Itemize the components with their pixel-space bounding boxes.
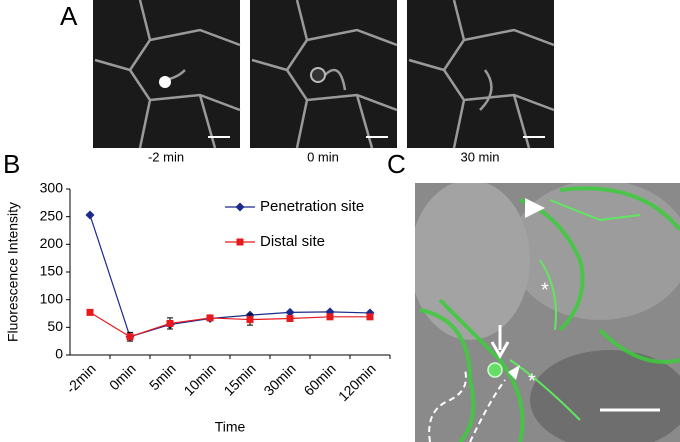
marker xyxy=(236,238,244,246)
x-tick-label: 30min xyxy=(260,360,298,398)
y-tick-label: 100 xyxy=(40,290,64,306)
panel-label: A xyxy=(60,1,78,31)
marker xyxy=(206,314,214,322)
marker xyxy=(286,314,294,322)
micrograph xyxy=(250,0,398,149)
y-tick-label: 50 xyxy=(47,318,63,334)
marker xyxy=(366,313,374,321)
marker xyxy=(85,210,95,220)
y-tick-label: 300 xyxy=(40,180,64,196)
x-tick-label: 0min xyxy=(106,360,139,393)
y-tick-label: 200 xyxy=(40,235,64,251)
series-line xyxy=(89,311,370,338)
y-tick-label: 150 xyxy=(40,263,64,279)
marker xyxy=(285,307,295,317)
panel-label: B xyxy=(3,149,20,179)
marker xyxy=(86,308,94,316)
x-tick-label: -2min xyxy=(63,360,99,396)
x-tick-label: 120min xyxy=(335,360,379,404)
x-tick-label: 60min xyxy=(300,360,338,398)
x-tick-label: 5min xyxy=(146,360,179,393)
y-tick-label: 250 xyxy=(40,207,64,223)
x-tick-label: 10min xyxy=(180,360,218,398)
annotation: * xyxy=(541,279,549,301)
marker xyxy=(235,202,245,212)
annotation: * xyxy=(528,370,536,392)
caption: -2 min xyxy=(148,149,184,164)
x-axis-label: Time xyxy=(215,419,246,435)
y-axis-label: Fluorescence Intensity xyxy=(5,202,21,342)
confocal-image xyxy=(415,183,680,442)
caption: 0 min xyxy=(307,149,339,164)
panel-label: C xyxy=(387,149,406,179)
micrograph xyxy=(407,0,555,149)
y-tick-label: 0 xyxy=(55,346,63,362)
line-chart: 0 50 100 150 200 250 300 -2min 0min 5min 10min 15mi… xyxy=(5,180,391,435)
legend-label: Distal site xyxy=(260,233,325,250)
caption: 30 min xyxy=(460,149,499,164)
marker xyxy=(126,333,134,341)
legend-label: Penetration site xyxy=(260,198,364,215)
micrograph xyxy=(93,0,241,149)
marker xyxy=(166,319,174,327)
marker xyxy=(246,316,254,324)
marker xyxy=(326,313,334,321)
x-tick-label: 15min xyxy=(220,360,258,398)
